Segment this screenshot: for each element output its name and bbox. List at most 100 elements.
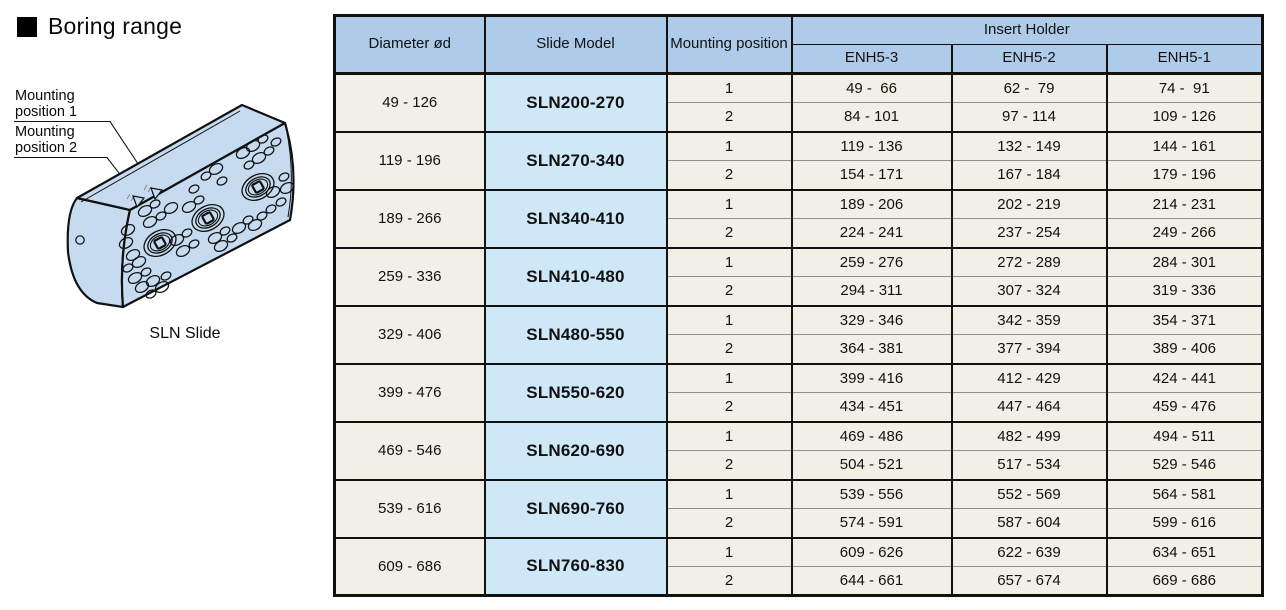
svg-text:Mounting: Mounting bbox=[15, 88, 75, 104]
mounting-position-cell: 2 bbox=[666, 276, 793, 306]
slide-hole bbox=[160, 271, 172, 281]
range-cell-enh5-1: 529 - 546 bbox=[1105, 450, 1263, 480]
slide-hole bbox=[134, 280, 150, 294]
slide-hole bbox=[257, 134, 269, 144]
mounting-position-cell: 1 bbox=[666, 72, 793, 103]
range-cell-enh5-1: 669 - 686 bbox=[1105, 566, 1263, 596]
table-row: 2 434 - 451 447 - 464 459 - 476 bbox=[335, 392, 1263, 422]
slide-hole bbox=[181, 228, 193, 238]
slide-hole bbox=[175, 244, 191, 258]
slide-model-cell: SLN200-270 bbox=[484, 72, 668, 132]
table-row: 2 574 - 591 587 - 604 599 - 616 bbox=[335, 508, 1263, 538]
insert-pocket bbox=[241, 173, 275, 201]
range-cell-enh5-1: 389 - 406 bbox=[1105, 334, 1263, 364]
table-row: 119 - 196 SLN270-340 1 119 - 136 132 - 149 14… bbox=[334, 130, 1263, 190]
table-row: 2 504 - 521 517 - 534 529 - 546 bbox=[335, 450, 1263, 480]
range-cell-enh5-3: 294 - 311 bbox=[790, 276, 952, 306]
boring-range-table: Diameter ød Slide Model Mounting positio… bbox=[333, 14, 1265, 597]
mounting-position-cell: 2 bbox=[666, 392, 793, 422]
range-cell-enh5-1: 284 - 301 bbox=[1105, 246, 1263, 277]
range-cell-enh5-3: 84 - 101 bbox=[790, 102, 952, 132]
slide-hole bbox=[188, 239, 200, 249]
range-cell-enh5-2: 447 - 464 bbox=[950, 392, 1107, 422]
slide-hole bbox=[149, 199, 161, 209]
range-cell-enh5-2: 202 - 219 bbox=[950, 188, 1107, 219]
diameter-cell: 609 - 686 bbox=[334, 536, 486, 596]
range-cell-enh5-2: 237 - 254 bbox=[950, 218, 1107, 248]
slide-hole bbox=[275, 197, 287, 207]
mounting-position-cell: 2 bbox=[666, 508, 793, 538]
range-cell-enh5-3: 189 - 206 bbox=[790, 188, 952, 219]
range-cell-enh5-1: 564 - 581 bbox=[1105, 478, 1263, 509]
range-cell-enh5-2: 517 - 534 bbox=[950, 450, 1107, 480]
range-cell-enh5-1: 144 - 161 bbox=[1105, 130, 1263, 161]
range-cell-enh5-2: 587 - 604 bbox=[950, 508, 1107, 538]
slide-hole bbox=[263, 146, 275, 156]
slide-hole bbox=[231, 221, 247, 235]
mounting-position-cell: 2 bbox=[666, 450, 793, 480]
diameter-cell: 259 - 336 bbox=[334, 246, 486, 306]
mounting-position-cell: 2 bbox=[666, 102, 793, 132]
column-header-enh5-1: ENH5-1 bbox=[1105, 44, 1263, 75]
mounting-position-cell: 2 bbox=[666, 334, 793, 364]
mounting-triangle-2-icon bbox=[132, 195, 146, 209]
range-cell-enh5-2: 62 - 79 bbox=[950, 72, 1107, 103]
mounting-triangle-1-icon bbox=[150, 187, 164, 201]
column-header-mounting-position: Mounting position bbox=[666, 15, 793, 75]
mounting-position-cell: 1 bbox=[666, 420, 793, 451]
mounting-position-cell: 2 bbox=[666, 566, 793, 596]
table-row: 2 364 - 381 377 - 394 389 - 406 bbox=[335, 334, 1263, 364]
table-row: 259 - 336 SLN410-480 1 259 - 276 272 - 289 28… bbox=[334, 246, 1263, 306]
range-cell-enh5-3: 154 - 171 bbox=[790, 160, 952, 190]
range-cell-enh5-1: 249 - 266 bbox=[1105, 218, 1263, 248]
mounting-position-cell: 1 bbox=[666, 478, 793, 509]
slide-holes bbox=[118, 134, 295, 299]
slide-model-cell: SLN410-480 bbox=[484, 246, 668, 306]
table-row: 2 224 - 241 237 - 254 249 - 266 bbox=[335, 218, 1263, 248]
column-header-insert-holder: Insert Holder bbox=[791, 15, 1263, 45]
slide-hole bbox=[270, 137, 282, 147]
slide-hole bbox=[213, 239, 229, 253]
range-cell-enh5-3: 119 - 136 bbox=[790, 130, 952, 161]
slide-model-cell: SLN550-620 bbox=[484, 362, 668, 422]
mounting-position-cell: 2 bbox=[666, 160, 793, 190]
slide-hole bbox=[208, 162, 224, 176]
range-cell-enh5-2: 167 - 184 bbox=[950, 160, 1107, 190]
range-cell-enh5-2: 377 - 394 bbox=[950, 334, 1107, 364]
slide-hole bbox=[226, 233, 238, 243]
slide-model-cell: SLN340-410 bbox=[484, 188, 668, 248]
slide-model-cell: SLN690-760 bbox=[484, 478, 668, 538]
slide-front-face bbox=[120, 121, 295, 309]
column-header-enh5-2: ENH5-2 bbox=[950, 44, 1107, 75]
range-cell-enh5-3: 539 - 556 bbox=[790, 478, 952, 509]
sln-slide-illustration: Mounting position 1 Mounting position 2 bbox=[14, 88, 295, 342]
range-cell-enh5-3: 329 - 346 bbox=[790, 304, 952, 335]
table-row: 2 154 - 171 167 - 184 179 - 196 bbox=[335, 160, 1263, 190]
slide-hole bbox=[155, 211, 167, 221]
slide-hole bbox=[193, 195, 205, 205]
range-cell-enh5-1: 109 - 126 bbox=[1105, 102, 1263, 132]
range-cell-enh5-1: 599 - 616 bbox=[1105, 508, 1263, 538]
range-cell-enh5-1: 494 - 511 bbox=[1105, 420, 1263, 451]
slide-hole bbox=[140, 267, 152, 277]
table-header: Diameter ød Slide Model Mounting positio… bbox=[334, 15, 1263, 75]
insert-pocket bbox=[191, 204, 225, 232]
range-cell-enh5-2: 272 - 289 bbox=[950, 246, 1107, 277]
range-cell-enh5-1: 354 - 371 bbox=[1105, 304, 1263, 335]
slide-model-cell: SLN620-690 bbox=[484, 420, 668, 480]
mounting-position-cell: 1 bbox=[666, 130, 793, 161]
range-cell-enh5-1: 634 - 651 bbox=[1105, 536, 1263, 567]
diameter-cell: 49 - 126 bbox=[334, 72, 486, 132]
slide-hole bbox=[145, 274, 161, 288]
mounting-position-cell: 2 bbox=[666, 218, 793, 248]
range-cell-enh5-2: 482 - 499 bbox=[950, 420, 1107, 451]
diameter-cell: 469 - 546 bbox=[334, 420, 486, 480]
range-cell-enh5-3: 434 - 451 bbox=[790, 392, 952, 422]
range-cell-enh5-3: 504 - 521 bbox=[790, 450, 952, 480]
slide-hole bbox=[154, 280, 170, 294]
range-cell-enh5-3: 259 - 276 bbox=[790, 246, 952, 277]
slide-hole bbox=[188, 184, 200, 194]
range-cell-enh5-1: 424 - 441 bbox=[1105, 362, 1263, 393]
range-cell-enh5-3: 574 - 591 bbox=[790, 508, 952, 538]
